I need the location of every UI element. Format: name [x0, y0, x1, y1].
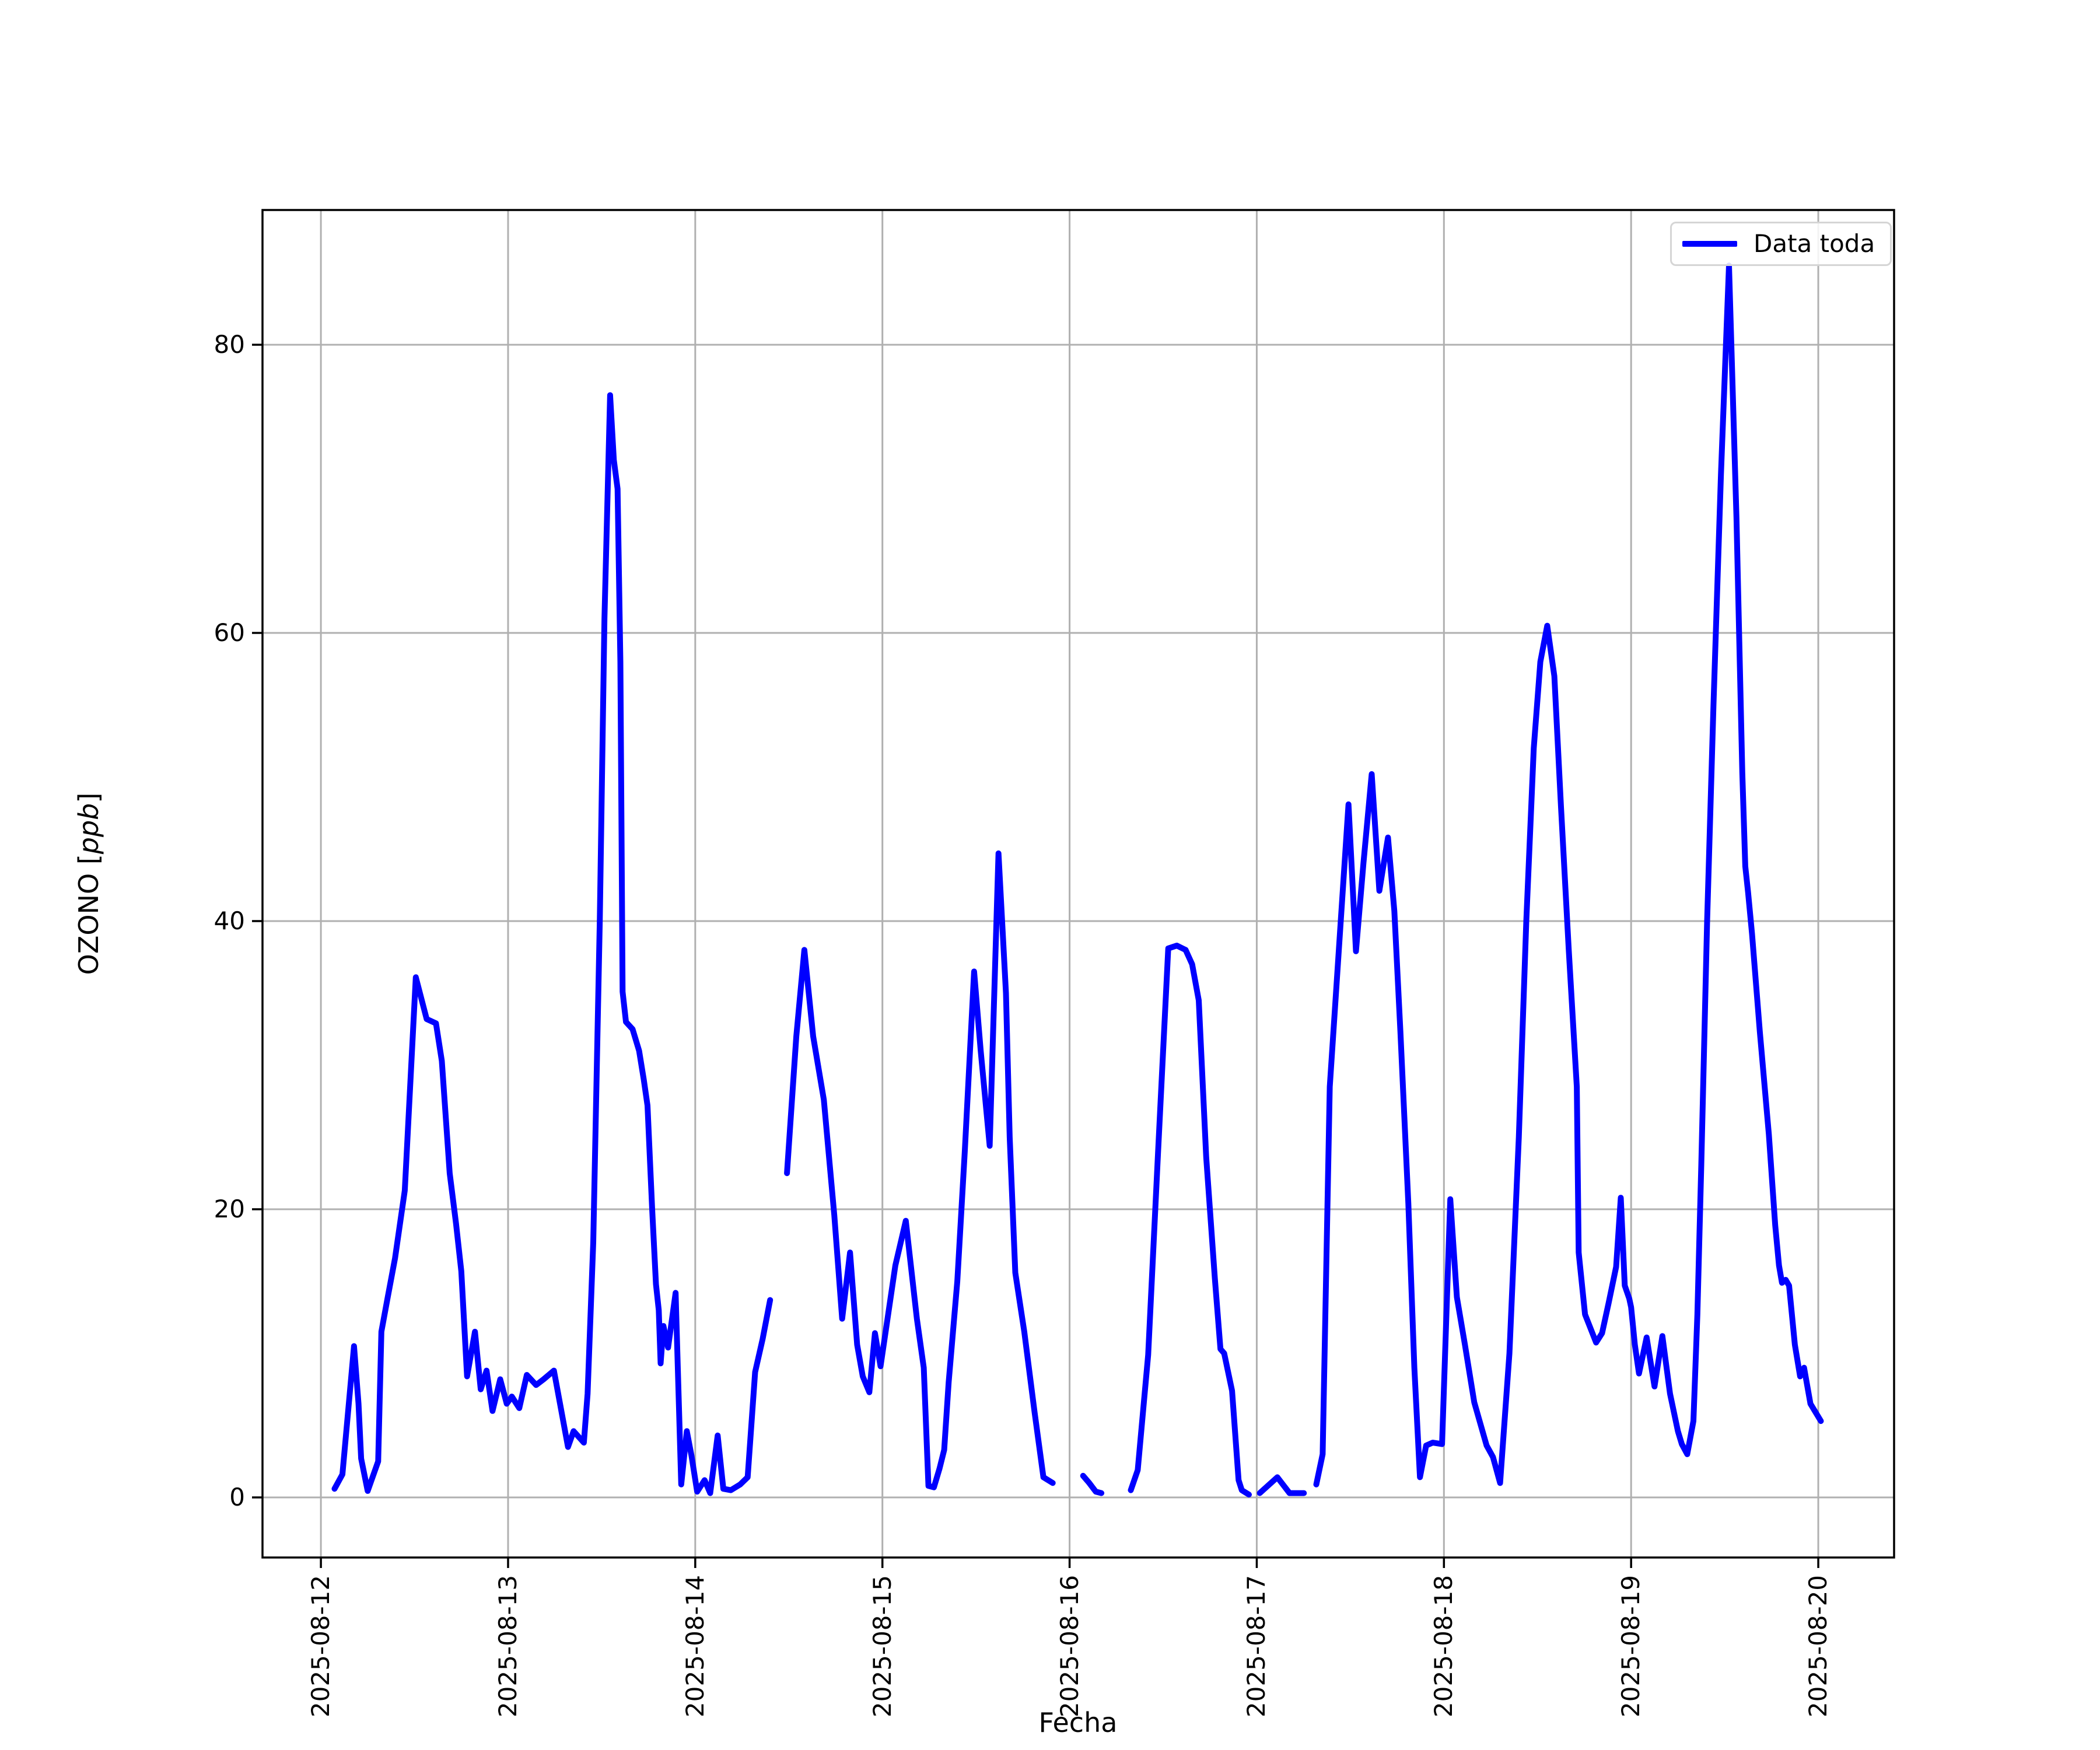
x-tick-label: 2025-08-18: [1429, 1575, 1458, 1718]
y-tick-label: 20: [214, 1194, 245, 1223]
data-line-segment: [1128, 943, 1252, 1498]
y-axis-label-close: ]: [73, 792, 104, 803]
x-tick-label: 2025-08-19: [1616, 1575, 1646, 1718]
x-tick-label: 2025-08-17: [1242, 1575, 1271, 1718]
legend-line-swatch: [1682, 241, 1737, 247]
x-tick-label: 2025-08-20: [1804, 1575, 1833, 1718]
legend: Data toda: [1670, 222, 1892, 266]
data-line-segment: [1313, 262, 1824, 1488]
x-tick-label: 2025-08-14: [680, 1575, 709, 1718]
x-tick-label: 2025-08-13: [493, 1575, 522, 1718]
x-axis-label: Fecha: [1038, 1707, 1118, 1738]
y-tick-label: 80: [214, 330, 245, 359]
data-line-segment: [331, 392, 774, 1496]
y-axis-label-unit: ppb: [73, 803, 104, 855]
x-tick-label: 2025-08-15: [867, 1575, 897, 1718]
data-line-segment: [784, 850, 1056, 1490]
x-tick-label: 2025-08-12: [306, 1575, 335, 1718]
data-line-segment: [1080, 1472, 1105, 1496]
y-axis-label-text: OZONO [: [73, 854, 104, 975]
axes-frame: [261, 209, 1895, 1559]
y-tick-label: 60: [214, 618, 245, 647]
data-line-segment: [1256, 1474, 1307, 1496]
x-tick-label: 2025-08-16: [1055, 1575, 1084, 1718]
legend-label: Data toda: [1754, 229, 1875, 258]
y-tick-label: 40: [214, 906, 245, 935]
y-axis-label: OZONO [ppb]: [73, 792, 104, 975]
y-tick-label: 0: [229, 1482, 245, 1511]
